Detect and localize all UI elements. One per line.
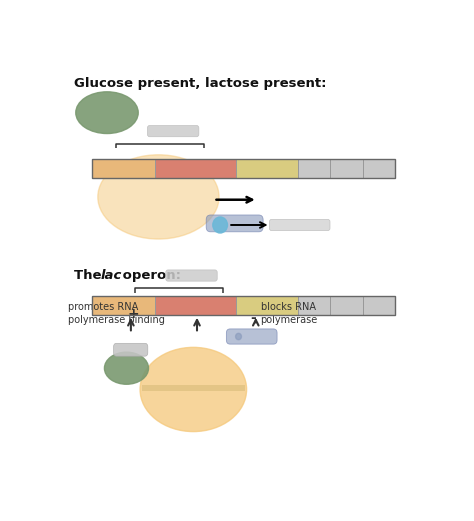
Bar [236, 159, 298, 179]
Bar [92, 159, 395, 179]
Bar [92, 159, 155, 179]
Text: lac: lac [100, 269, 122, 282]
Circle shape [236, 333, 241, 340]
Ellipse shape [98, 155, 219, 239]
FancyBboxPatch shape [269, 219, 330, 231]
Bar [92, 295, 395, 315]
FancyBboxPatch shape [114, 343, 148, 356]
FancyBboxPatch shape [166, 270, 217, 281]
Ellipse shape [140, 348, 246, 431]
Ellipse shape [104, 352, 148, 384]
Bar [363, 159, 395, 179]
Text: +: + [128, 307, 139, 321]
FancyBboxPatch shape [206, 215, 263, 232]
Bar [330, 159, 363, 179]
Bar [330, 295, 363, 315]
Text: The: The [74, 269, 106, 282]
Bar [155, 159, 236, 179]
FancyBboxPatch shape [227, 329, 277, 344]
Bar [142, 385, 246, 391]
Text: blocks RNA
polymerase: blocks RNA polymerase [261, 302, 318, 325]
Text: -: - [250, 312, 256, 326]
Bar [298, 159, 330, 179]
Bar [92, 295, 155, 315]
Bar [363, 295, 395, 315]
Circle shape [213, 217, 228, 233]
Text: Glucose present, lactose present:: Glucose present, lactose present: [74, 77, 327, 90]
FancyBboxPatch shape [147, 126, 199, 137]
Ellipse shape [76, 92, 138, 133]
Bar [155, 295, 236, 315]
Bar [298, 295, 330, 315]
Text: operon:: operon: [118, 269, 181, 282]
Bar [236, 295, 298, 315]
Text: promotes RNA
polymerase binding: promotes RNA polymerase binding [68, 302, 165, 325]
